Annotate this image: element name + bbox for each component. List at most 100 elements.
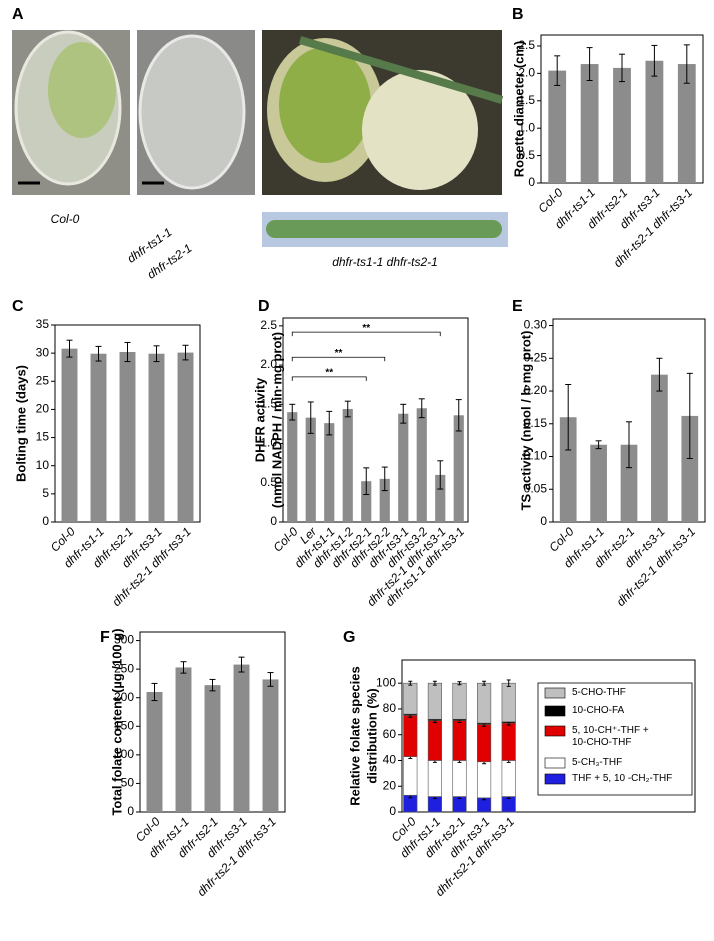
bar — [119, 352, 136, 522]
stalk — [298, 36, 504, 104]
bar — [398, 413, 409, 522]
legend-swatch — [544, 705, 566, 717]
panel-letter: A — [12, 6, 24, 23]
legend-swatch — [544, 757, 566, 769]
bar — [613, 67, 631, 183]
bar — [61, 348, 78, 522]
significance-label: ** — [335, 348, 343, 359]
y-tick-label: 60 — [383, 727, 397, 741]
panel-letter: E — [512, 298, 523, 315]
y-tick-label: 0 — [540, 514, 547, 528]
bar-segment — [403, 682, 418, 715]
y-tick-label: 100 — [376, 675, 396, 689]
bar-segment — [452, 760, 467, 797]
y-tick-label: 250 — [114, 661, 134, 675]
legend-swatch — [544, 725, 566, 737]
bar-segment — [501, 682, 516, 723]
bar — [580, 64, 599, 183]
bar-segment — [403, 715, 418, 757]
panel-letter: B — [512, 6, 524, 23]
bar — [681, 415, 699, 522]
y-tick-label: 2.0 — [260, 357, 277, 371]
y-tick-label: 0.15 — [524, 416, 548, 430]
bar-segment — [477, 682, 492, 724]
bar — [590, 444, 607, 522]
y-axis-label: (nmol NADPH / min·mg prot) — [269, 332, 284, 508]
bar-segment — [427, 682, 442, 720]
y-tick-label: 30 — [36, 345, 50, 359]
y-tick-label: 0.25 — [524, 350, 548, 364]
y-tick-label: 2.5 — [518, 38, 535, 52]
significance-bracket — [291, 331, 441, 337]
bar — [548, 70, 567, 183]
bar — [233, 664, 250, 812]
bar-segment — [477, 761, 492, 799]
bar — [620, 444, 638, 522]
y-tick-label: 20 — [36, 402, 50, 416]
bar — [287, 412, 298, 522]
y-axis-label: Rosette diameter (cm) — [511, 41, 526, 178]
panel-a: A Col-0 dhfr-ts1-1 dhfr-ts2-1 dhfr-ts1-1… — [12, 6, 508, 282]
panel-letter: C — [12, 298, 24, 315]
y-tick-label: 300 — [114, 633, 134, 647]
bar — [559, 417, 577, 522]
y-tick-label: 15 — [36, 430, 50, 444]
bar — [177, 352, 194, 522]
silique — [266, 220, 502, 238]
bar — [453, 415, 464, 522]
bar — [379, 478, 390, 522]
y-axis-label: Total folate content (µg /100 g) — [109, 628, 124, 815]
y-axis-label: Bolting time (days) — [13, 365, 28, 482]
legend-label: 10-CHO-FA — [572, 705, 625, 716]
bar-segment — [501, 722, 516, 761]
y-tick-label: 0.5 — [518, 148, 535, 162]
y-tick-label: 80 — [383, 701, 397, 715]
y-tick-label: 1.5 — [518, 93, 535, 107]
y-tick-label: 0 — [42, 514, 49, 528]
bar-segment — [477, 724, 492, 763]
bar — [645, 60, 664, 183]
bar-segment — [452, 720, 467, 761]
panel-letter: G — [343, 629, 355, 646]
bar — [90, 353, 107, 522]
bar — [677, 64, 696, 183]
bar-segment — [427, 720, 442, 761]
y-tick-label: 0.30 — [524, 318, 548, 332]
bar — [148, 353, 165, 522]
y-tick-label: 100 — [114, 747, 134, 761]
legend-label: 5-CH₃-THF — [572, 757, 623, 768]
y-tick-label: 10 — [36, 458, 50, 472]
y-tick-label: 150 — [114, 718, 134, 732]
y-tick-label: 1.0 — [518, 120, 535, 134]
y-tick-label: 1.5 — [260, 396, 277, 410]
bar — [361, 481, 372, 522]
bar-segment — [501, 760, 516, 797]
y-tick-label: 0.10 — [524, 449, 548, 463]
y-tick-label: 0.20 — [524, 383, 548, 397]
y-axis-label: Relative folate species — [347, 666, 362, 805]
y-tick-label: 2.5 — [260, 318, 277, 332]
bar — [324, 423, 335, 522]
legend-label: 5-CHO-THF — [572, 687, 626, 698]
y-axis-label: TS activity (nmol / h·mg prot) — [518, 331, 533, 511]
bar-segment — [427, 760, 442, 797]
bar-segment — [403, 756, 418, 796]
axes-frame — [401, 659, 696, 813]
legend-label: THF + 5, 10 -CH₂-THF — [572, 773, 673, 784]
embryo — [48, 42, 116, 138]
y-axis-label: distribution (%) — [364, 688, 379, 783]
significance-bracket — [291, 356, 386, 362]
bar — [342, 409, 353, 522]
bar — [146, 692, 163, 812]
legend-label: 5, 10-CH⁺-THF + 10-CHO-THF — [572, 725, 649, 748]
bar — [204, 685, 221, 812]
bar-segment — [452, 682, 467, 720]
y-tick-label: 0.5 — [260, 475, 277, 489]
y-tick-label: 0 — [389, 804, 396, 818]
panel-letter: F — [100, 629, 110, 646]
legend-swatch — [544, 687, 566, 699]
y-tick-label: 50 — [121, 776, 135, 790]
bar — [175, 667, 192, 812]
y-tick-label: 20 — [383, 778, 397, 792]
